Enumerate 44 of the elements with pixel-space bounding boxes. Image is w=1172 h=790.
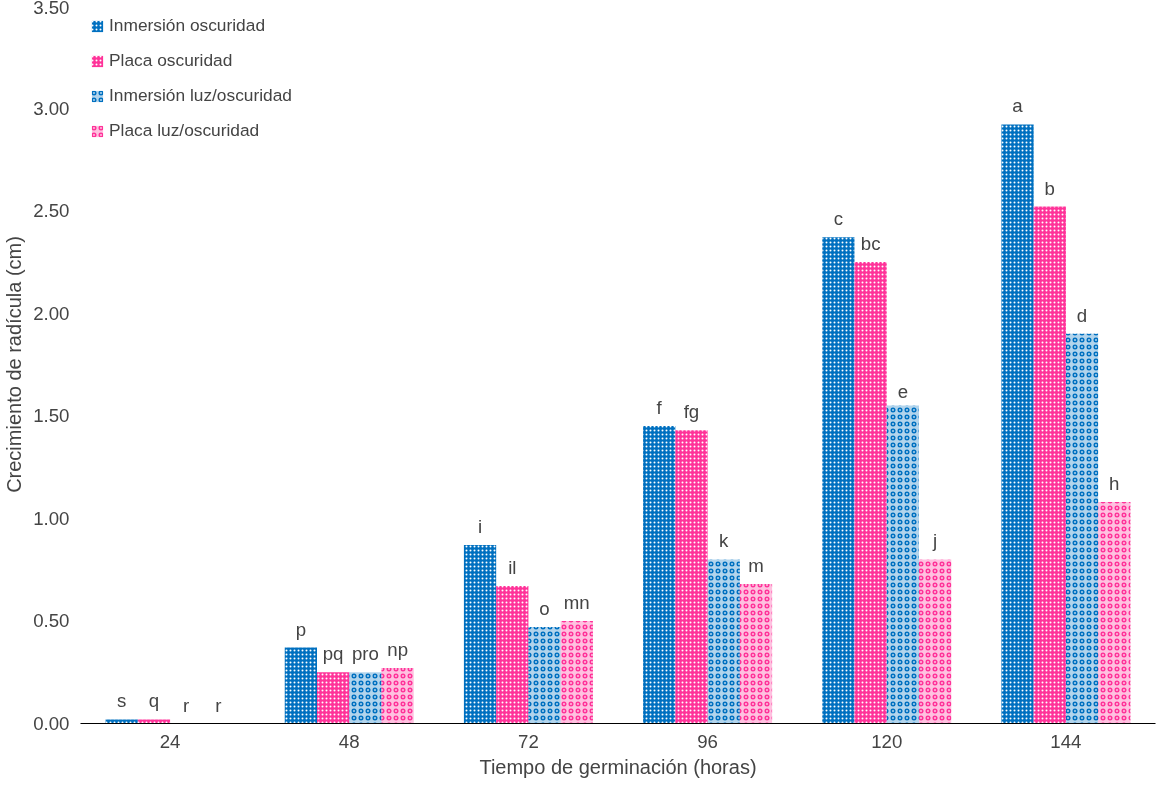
annotation: h (1109, 472, 1120, 494)
annotation: c (833, 208, 844, 230)
annotation: b (1044, 177, 1055, 199)
annotation: i (477, 516, 483, 538)
annotation: s (117, 690, 127, 712)
annotation: r (215, 694, 222, 716)
annotation: m (748, 555, 764, 576)
annotation: r (183, 694, 190, 716)
y-tick-label: 2.00 (33, 302, 70, 324)
legend-label: Placa oscuridad (109, 50, 233, 71)
legend-label: Placa luz/oscuridad (109, 120, 260, 141)
x-tick-label: 24 (159, 730, 181, 752)
annotation: a (1012, 95, 1024, 117)
annotation: pro (351, 643, 379, 665)
y-tick-label: 0.50 (33, 610, 70, 632)
x-axis-title: Tiempo de germinación (horas) (479, 755, 757, 778)
y-tick-label: 2.50 (33, 200, 70, 222)
legend-label: Inmersión oscuridad (109, 15, 266, 36)
legend-label: Inmersión luz/oscuridad (109, 85, 292, 106)
annotation: p (295, 618, 307, 640)
annotation: o (539, 598, 550, 620)
x-tick-label: 96 (697, 730, 718, 752)
y-tick-label: 3.00 (33, 97, 70, 119)
annotation: il (508, 557, 517, 579)
y-tick-label: 3.50 (33, 0, 70, 18)
annotation: e (897, 380, 909, 402)
annotation: bc (860, 232, 881, 254)
x-tick-label: 144 (1050, 730, 1082, 752)
annotation: np (387, 639, 409, 661)
x-tick-label: 48 (338, 730, 360, 752)
y-tick-label: 1.50 (33, 405, 70, 427)
x-tick-label: 72 (518, 730, 539, 752)
y-tick-label: 0.00 (33, 713, 70, 734)
annotation: q (148, 690, 160, 712)
annotation: fg (683, 401, 700, 423)
y-tick-label: 1.00 (33, 507, 70, 529)
annotation: mn (563, 591, 590, 613)
annotation: f (656, 397, 663, 419)
x-tick-label: 120 (871, 730, 903, 752)
y-axis-title: Crecimiento de radícula (cm) (3, 236, 26, 493)
annotation: pq (322, 643, 344, 665)
annotation: d (1076, 304, 1088, 326)
annotation: j (932, 530, 938, 552)
annotation: k (719, 530, 730, 552)
